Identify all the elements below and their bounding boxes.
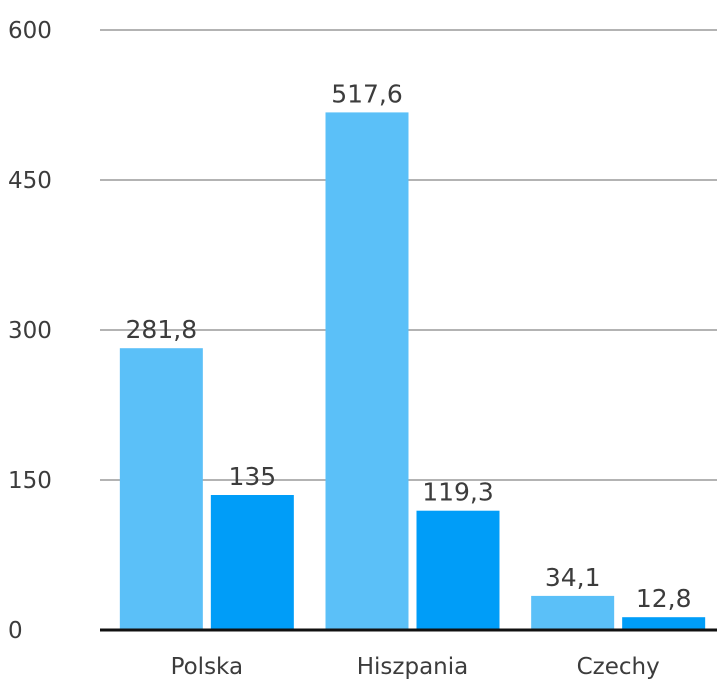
- y-tick-label: 450: [8, 168, 52, 194]
- data-labels: 281,8 135 517,6 119,3 34,1 12,8: [126, 79, 692, 613]
- x-tick-label: Hiszpania: [357, 654, 469, 680]
- bar: [119, 348, 203, 630]
- data-label: 119,3: [422, 478, 494, 507]
- bars: [119, 112, 706, 630]
- data-label: 12,8: [636, 584, 692, 613]
- data-label: 135: [228, 462, 276, 491]
- x-tick-label: Czechy: [577, 654, 660, 680]
- bar: [325, 112, 409, 630]
- y-tick-label: 300: [8, 318, 52, 344]
- bar: [622, 617, 706, 630]
- bar: [210, 495, 294, 630]
- bar: [416, 510, 500, 630]
- data-label: 517,6: [331, 79, 403, 108]
- y-tick-label: 0: [8, 618, 23, 644]
- data-label: 34,1: [545, 563, 601, 592]
- data-label: 281,8: [126, 315, 198, 344]
- y-tick-label: 600: [8, 18, 52, 44]
- axes: 0 150 300 450 600 Polska Hiszpania Czechy: [8, 18, 717, 680]
- x-tick-label: Polska: [171, 654, 244, 680]
- bar: [531, 595, 615, 630]
- y-tick-label: 150: [8, 468, 52, 494]
